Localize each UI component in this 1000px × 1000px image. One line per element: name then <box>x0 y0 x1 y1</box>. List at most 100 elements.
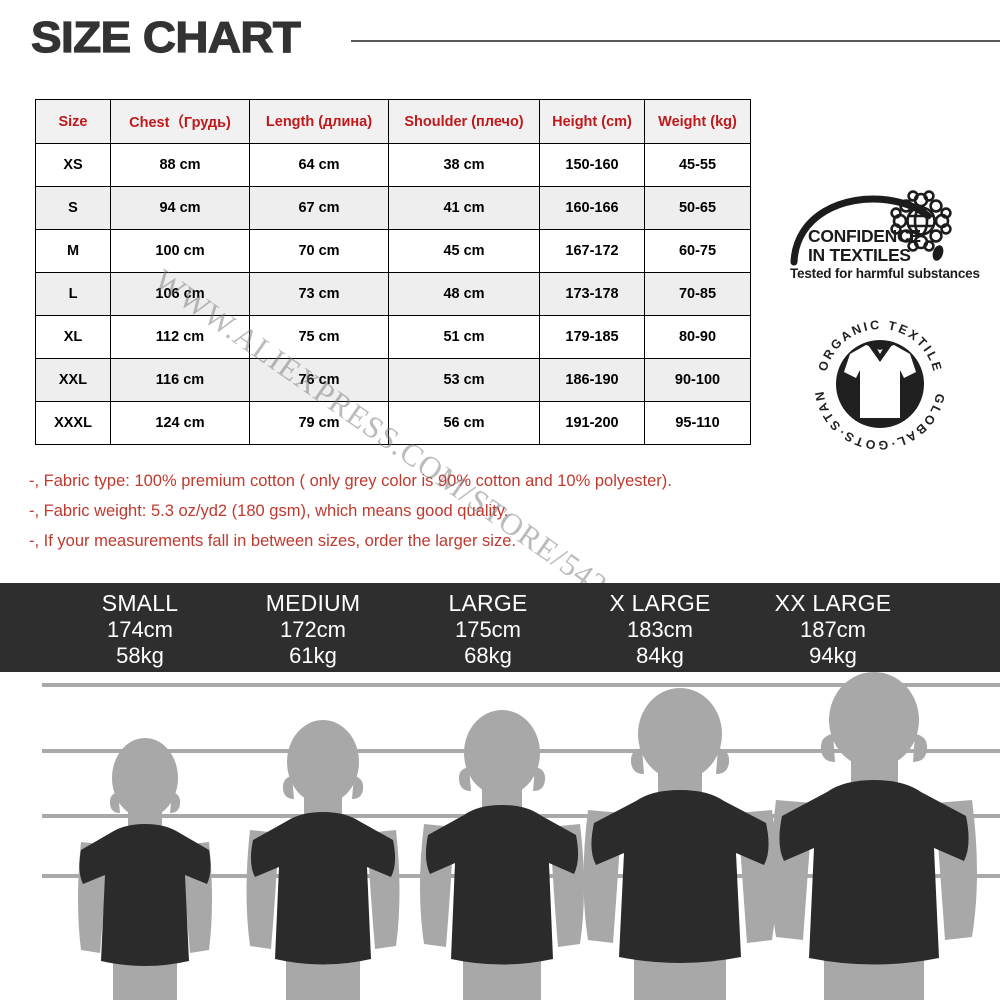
cell-shoulder: 45 cm <box>388 229 540 273</box>
band-size-height: 187cm <box>799 617 867 642</box>
band-size-weight: 61kg <box>289 643 337 668</box>
column-header-length: Length (длина) <box>249 99 389 144</box>
table-row: L 106 cm 73 cm 48 cm 173-178 70-85 <box>35 272 751 316</box>
band-size-weight: 84kg <box>636 643 684 668</box>
person-silhouette-medium <box>246 720 400 1000</box>
column-header-weight: Weight (kg) <box>644 99 751 144</box>
oeko-tex-tagline: Tested for harmful substances <box>790 266 980 281</box>
cell-shoulder: 38 cm <box>388 143 540 187</box>
cell-shoulder: 48 cm <box>388 272 540 316</box>
band-column-small: SMALL 174cm 58kg <box>45 590 235 669</box>
cell-weight: 50-65 <box>644 186 751 230</box>
figure-xlarge <box>566 688 794 1000</box>
band-size-name: XX LARGE <box>774 590 892 616</box>
cell-height: 179-185 <box>539 315 645 359</box>
cell-length: 70 cm <box>249 229 389 273</box>
cell-chest: 116 cm <box>110 358 250 402</box>
gots-logo: ORGANIC TEXTILE GLOBAL·GOTS·STANDARD <box>806 310 954 458</box>
cell-height: 150-160 <box>539 143 645 187</box>
figure-medium <box>228 720 418 1000</box>
cell-shoulder: 41 cm <box>388 186 540 230</box>
tshirt-xlarge <box>591 790 769 963</box>
cell-weight: 70-85 <box>644 272 751 316</box>
band-size-weight: 94kg <box>809 643 857 668</box>
cell-weight: 90-100 <box>644 358 751 402</box>
cell-height: 160-166 <box>539 186 645 230</box>
cell-shoulder: 53 cm <box>388 358 540 402</box>
cell-chest: 94 cm <box>110 186 250 230</box>
band-size-weight: 68kg <box>464 643 512 668</box>
table-header-row: Size Chest（Грудь) Length (длина) Shoulde… <box>35 99 751 144</box>
page-title: SIZE CHART <box>30 13 301 62</box>
band-size-height: 183cm <box>626 617 694 642</box>
cell-chest: 88 cm <box>110 143 250 187</box>
tshirt-small <box>79 824 211 966</box>
measurement-line-1 <box>42 683 1000 687</box>
note-fabric-weight: -, Fabric weight: 5.3 oz/yd2 (180 gsm), … <box>29 502 509 520</box>
cell-size: M <box>35 229 111 273</box>
person-silhouette-small <box>78 738 212 1000</box>
column-header-height: Height (cm) <box>539 99 645 144</box>
notes-list: -, Fabric type: 100% premium cotton ( on… <box>29 466 759 556</box>
band-size-weight: 58kg <box>116 643 164 668</box>
table-row: XXXL 124 cm 79 cm 56 cm 191-200 95-110 <box>35 401 751 445</box>
size-band: SMALL 174cm 58kg MEDIUM 172cm 61kg LARGE… <box>0 583 1000 672</box>
oeko-tex-line1: CONFIDENCE <box>808 226 921 246</box>
tshirt-large <box>425 805 579 965</box>
band-size-height: 175cm <box>454 617 522 642</box>
cell-weight: 45-55 <box>644 143 751 187</box>
cell-height: 191-200 <box>539 401 645 445</box>
oeko-tex-icon <box>790 190 952 266</box>
cell-shoulder: 56 cm <box>388 401 540 445</box>
size-chart-table: Size Chest（Грудь) Length (длина) Shoulde… <box>35 99 751 445</box>
band-column-xlarge: X LARGE 183cm 84kg <box>565 590 755 669</box>
cell-size: XXXL <box>35 401 111 445</box>
person-silhouette-xxlarge <box>771 672 977 1000</box>
column-header-chest: Chest（Грудь) <box>110 99 250 144</box>
cell-chest: 112 cm <box>110 315 250 359</box>
band-size-height: 174cm <box>106 617 174 642</box>
figure-small <box>58 738 233 1000</box>
figure-large <box>402 710 602 1000</box>
cell-size: XL <box>35 315 111 359</box>
cell-length: 64 cm <box>249 143 389 187</box>
cell-shoulder: 51 cm <box>388 315 540 359</box>
column-header-shoulder: Shoulder (плечо) <box>388 99 540 144</box>
cell-length: 75 cm <box>249 315 389 359</box>
cell-size: XXL <box>35 358 111 402</box>
title-divider <box>351 40 1000 42</box>
table-row: XS 88 cm 64 cm 38 cm 150-160 45-55 <box>35 143 751 187</box>
cell-length: 73 cm <box>249 272 389 316</box>
figure-comparison-area: ru1524ow02443ampy <box>0 672 1000 1000</box>
note-fabric-type: -, Fabric type: 100% premium cotton ( on… <box>29 472 672 490</box>
band-size-name: X LARGE <box>609 590 711 616</box>
band-size-name: LARGE <box>448 590 528 616</box>
cell-chest: 124 cm <box>110 401 250 445</box>
cell-length: 79 cm <box>249 401 389 445</box>
cell-weight: 60-75 <box>644 229 751 273</box>
cell-length: 76 cm <box>249 358 389 402</box>
cell-length: 67 cm <box>249 186 389 230</box>
cell-height: 173-178 <box>539 272 645 316</box>
band-size-name: MEDIUM <box>265 590 361 616</box>
cell-chest: 100 cm <box>110 229 250 273</box>
table-row: XXL 116 cm 76 cm 53 cm 186-190 90-100 <box>35 358 751 402</box>
table-row: M 100 cm 70 cm 45 cm 167-172 60-75 <box>35 229 751 273</box>
cell-height: 186-190 <box>539 358 645 402</box>
table-row: XL 112 cm 75 cm 51 cm 179-185 80-90 <box>35 315 751 359</box>
gots-icon: ORGANIC TEXTILE GLOBAL·GOTS·STANDARD <box>806 310 945 452</box>
tshirt-medium <box>250 812 396 965</box>
cell-size: L <box>35 272 111 316</box>
table-row: S 94 cm 67 cm 41 cm 160-166 50-65 <box>35 186 751 230</box>
note-size-guidance: -, If your measurements fall in between … <box>29 532 516 550</box>
cell-chest: 106 cm <box>110 272 250 316</box>
oeko-tex-logo: CONFIDENCE IN TEXTILES Tested for harmfu… <box>788 186 980 286</box>
figure-xxlarge <box>756 672 1000 1000</box>
band-column-medium: MEDIUM 172cm 61kg <box>218 590 408 669</box>
column-header-size: Size <box>35 99 111 144</box>
title-block: SIZE CHART <box>30 13 1000 66</box>
cell-size: XS <box>35 143 111 187</box>
band-column-xxlarge: XX LARGE 187cm 94kg <box>738 590 928 669</box>
person-silhouette-xlarge <box>583 688 777 1000</box>
